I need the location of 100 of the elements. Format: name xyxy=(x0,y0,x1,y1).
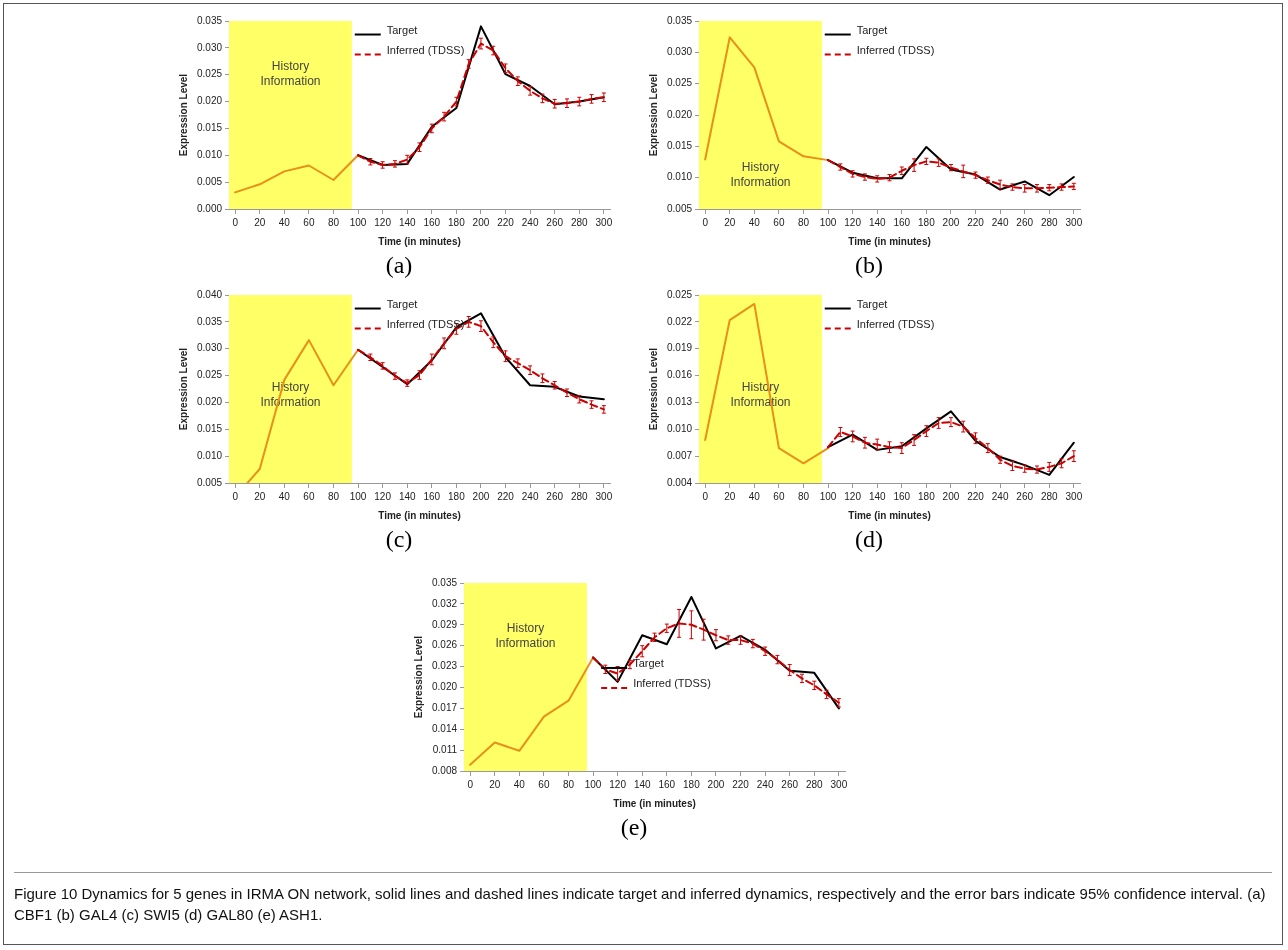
y-tick-label: 0.020 xyxy=(196,95,223,107)
x-tick-label: 280 xyxy=(1040,490,1059,502)
x-tick-label: 220 xyxy=(967,216,985,228)
y-tick-label: 0.007 xyxy=(666,449,693,461)
x-tick-label: 280 xyxy=(570,216,589,228)
y-tick-label: 0.010 xyxy=(196,149,223,161)
y-tick-label: 0.015 xyxy=(196,122,223,134)
y-tick-label: 0.005 xyxy=(196,476,223,488)
text: (e) xyxy=(619,814,649,842)
x-tick-label: 280 xyxy=(805,778,824,790)
x-tick-label: 160 xyxy=(893,490,911,502)
y-tick-label: 0.015 xyxy=(196,423,223,435)
legend-label: Inferred (TDSS) xyxy=(386,43,465,56)
y-tick-label: 0.020 xyxy=(666,108,693,120)
x-tick-label: 80 xyxy=(797,490,810,502)
x-tick-label: 160 xyxy=(423,490,441,502)
y-tick-label: 0.010 xyxy=(666,171,693,183)
line-series xyxy=(827,421,1075,471)
y-tick-label: 0.008 xyxy=(431,764,458,776)
x-tick-label: 120 xyxy=(609,778,627,790)
y-axis-title: Expression Level xyxy=(177,347,189,431)
x-tick-label: 40 xyxy=(748,490,761,502)
legend-label: Target xyxy=(856,23,888,36)
x-tick-label: 180 xyxy=(918,216,936,228)
x-axis-title: Time (in minutes) xyxy=(378,235,461,247)
x-tick-label: 200 xyxy=(942,490,960,502)
y-tick-label: 0.013 xyxy=(666,396,693,408)
y-tick-label: 0.020 xyxy=(196,396,223,408)
x-tick-label: 0 xyxy=(702,216,709,228)
x-tick-label: 60 xyxy=(538,778,550,790)
x-tick-label: 100 xyxy=(349,216,367,228)
x-tick-label: 20 xyxy=(724,490,736,502)
x-tick-label: 20 xyxy=(489,778,501,790)
y-tick-label: 0.025 xyxy=(196,68,223,80)
legend-label: Target xyxy=(386,23,418,36)
x-tick-label: 260 xyxy=(546,490,564,502)
x-tick-label: 0 xyxy=(232,216,239,228)
x-tick-label: 60 xyxy=(303,490,315,502)
y-tick-label: 0.023 xyxy=(431,660,458,672)
x-axis-title: Time (in minutes) xyxy=(378,509,461,521)
y-tick-label: 0.030 xyxy=(666,46,693,58)
text: (c) xyxy=(384,526,414,554)
x-tick-label: 0 xyxy=(467,778,474,790)
legend-label: Target xyxy=(633,656,664,669)
caption: Figure 10 Dynamics for 5 genes in IRMA ON network, solid lines and dashed lines indicate target and inferred dynamics, respectively and the error bars indicate 95% confidence interval. (a) CBF1 (b) GAL4 (c) SWI5 (d) GAL80 (e) ASH1. xyxy=(14,884,1267,925)
x-tick-label: 40 xyxy=(748,216,761,228)
band-label: History Information xyxy=(495,620,556,650)
band-label: History Information xyxy=(730,160,791,190)
x-axis-title: Time (in minutes) xyxy=(848,509,931,521)
text: (b) xyxy=(854,252,884,280)
y-tick-label: 0.022 xyxy=(666,315,693,327)
legend-label: Target xyxy=(856,297,888,310)
x-tick-label: 40 xyxy=(278,490,291,502)
x-tick-label: 140 xyxy=(398,490,416,502)
x-tick-label: 180 xyxy=(448,216,466,228)
x-tick-label: 200 xyxy=(472,216,490,228)
x-tick-label: 220 xyxy=(967,490,985,502)
x-tick-label: 180 xyxy=(683,778,701,790)
x-tick-label: 20 xyxy=(254,490,266,502)
y-tick-label: 0.000 xyxy=(196,202,223,214)
y-tick-label: 0.035 xyxy=(666,14,693,26)
text: (d) xyxy=(854,526,884,554)
x-tick-label: 240 xyxy=(991,490,1009,502)
x-tick-label: 220 xyxy=(497,490,515,502)
x-tick-label: 240 xyxy=(991,216,1009,228)
x-tick-label: 260 xyxy=(1016,490,1034,502)
x-tick-label: 100 xyxy=(349,490,367,502)
x-tick-label: 260 xyxy=(781,778,799,790)
y-axis-title: Expression Level xyxy=(647,73,659,157)
y-tick-label: 0.019 xyxy=(666,342,693,354)
x-tick-label: 60 xyxy=(773,490,785,502)
y-tick-label: 0.035 xyxy=(196,14,223,26)
y-tick-label: 0.025 xyxy=(666,288,693,300)
x-tick-label: 300 xyxy=(1065,490,1083,502)
legend-label: Inferred (TDSS) xyxy=(633,676,711,689)
x-tick-label: 300 xyxy=(595,216,613,228)
y-tick-label: 0.020 xyxy=(431,681,458,693)
x-tick-label: 80 xyxy=(797,216,810,228)
y-tick-label: 0.005 xyxy=(196,175,223,187)
legend-label: Inferred (TDSS) xyxy=(856,317,935,330)
x-tick-label: 120 xyxy=(374,216,392,228)
y-tick-label: 0.029 xyxy=(431,618,458,630)
y-tick-label: 0.010 xyxy=(196,449,223,461)
x-tick-label: 220 xyxy=(732,778,750,790)
y-axis-title: Expression Level xyxy=(177,73,189,157)
x-tick-label: 100 xyxy=(819,216,837,228)
legend-label: Inferred (TDSS) xyxy=(386,317,465,330)
legend-label: Target xyxy=(386,297,418,310)
x-tick-label: 20 xyxy=(254,216,266,228)
y-tick-label: 0.025 xyxy=(666,77,693,89)
x-tick-label: 120 xyxy=(844,216,862,228)
x-tick-label: 200 xyxy=(472,490,490,502)
x-tick-label: 100 xyxy=(819,490,837,502)
x-tick-label: 60 xyxy=(303,216,315,228)
y-axis-title: Expression Level xyxy=(647,347,659,431)
x-tick-label: 20 xyxy=(724,216,736,228)
y-tick-label: 0.032 xyxy=(431,597,458,609)
y-axis-title: Expression Level xyxy=(412,635,424,719)
x-tick-label: 160 xyxy=(658,778,676,790)
x-tick-label: 180 xyxy=(448,490,466,502)
